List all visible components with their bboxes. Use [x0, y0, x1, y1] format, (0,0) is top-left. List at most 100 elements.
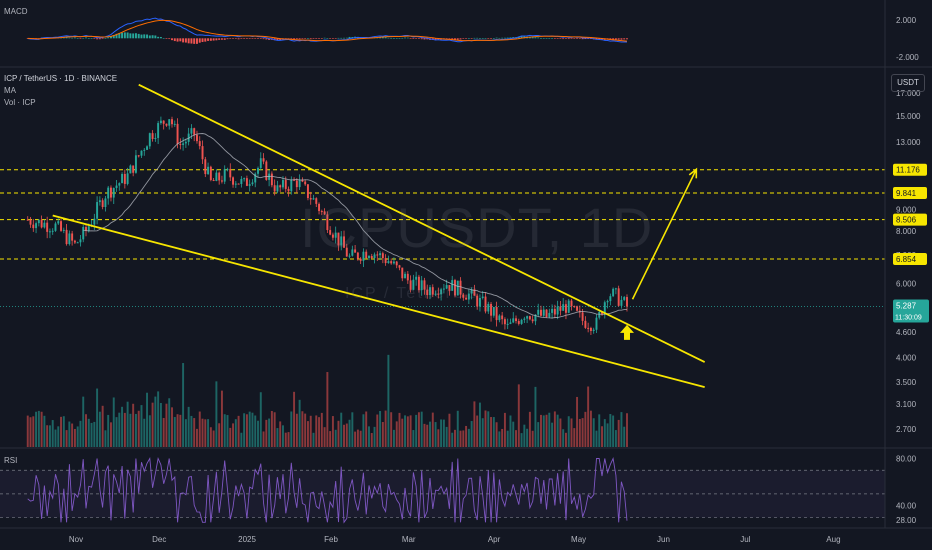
volume-bar [551, 422, 554, 447]
rsi-tick-label: 80.00 [896, 454, 917, 463]
volume-bar [93, 421, 96, 447]
candle-body [201, 146, 204, 160]
volume-bar [276, 428, 279, 447]
macd-title[interactable]: MACD [4, 7, 28, 16]
macd-histogram-bar [598, 38, 601, 40]
volume-bar [51, 420, 54, 447]
level-label-box [893, 213, 927, 226]
volume-bar [356, 429, 359, 447]
macd-histogram-bar [220, 38, 223, 40]
candle-body [184, 141, 187, 144]
candle-body [412, 279, 415, 290]
candle-body [71, 233, 74, 241]
candle-body [626, 297, 628, 307]
candle-body [512, 318, 515, 323]
candle-body [454, 280, 456, 296]
volume-bar [426, 424, 429, 447]
candle-body [262, 158, 265, 162]
macd-histogram-bar [254, 38, 257, 39]
candle-body [143, 149, 146, 151]
volume-bar [215, 381, 218, 447]
macd-histogram-bar [384, 37, 387, 39]
macd-histogram-bar [173, 38, 176, 42]
volume-bar [115, 417, 118, 447]
macd-histogram-bar [101, 38, 104, 39]
currency-button[interactable]: USDT [891, 74, 925, 92]
symbol-title[interactable]: ICP / TetherUS · 1D · BINANCE [4, 74, 118, 83]
candle-body [506, 323, 509, 325]
volume-bar [423, 423, 426, 447]
volume-bar [35, 411, 38, 447]
volume-bar [456, 410, 459, 447]
price-tick-label: 13.000 [896, 138, 921, 147]
candle-body [168, 119, 171, 126]
candle-body [431, 287, 434, 295]
volume-bar [129, 413, 132, 447]
candle-body [420, 280, 423, 291]
volume-bar [481, 418, 484, 447]
macd-histogram-bar [562, 38, 565, 40]
volume-indicator-label[interactable]: Vol · ICP [4, 98, 36, 107]
volume-bar [229, 427, 232, 447]
volume-bar [143, 418, 146, 447]
volume-bar [146, 392, 149, 447]
macd-histogram-bar [262, 38, 265, 40]
macd-histogram-bar [306, 38, 309, 39]
macd-histogram-bar [171, 38, 173, 41]
macd-histogram-bar [193, 38, 196, 44]
candle-body [459, 280, 462, 295]
candle-body [503, 319, 506, 325]
macd-histogram-bar [190, 38, 193, 44]
candle-body [254, 173, 257, 183]
macd-histogram-bar [434, 38, 437, 41]
volume-bar [542, 415, 545, 447]
volume-bar [304, 413, 307, 447]
candle-body [426, 289, 429, 296]
candle-body [26, 219, 29, 221]
candle-body [548, 312, 551, 317]
macd-histogram-bar [551, 38, 554, 39]
candle-body [76, 242, 79, 244]
volume-bar [398, 412, 401, 447]
candle-body [60, 221, 63, 231]
rsi-title[interactable]: RSI [4, 456, 18, 465]
macd-histogram-bar [470, 38, 473, 39]
volume-bar [85, 414, 87, 447]
macd-histogram-bar [589, 38, 592, 39]
macd-histogram-bar [318, 38, 321, 39]
macd-histogram-bar [553, 38, 556, 39]
macd-histogram-bar [82, 37, 85, 39]
macd-histogram-bar [612, 38, 615, 40]
candle-body [323, 211, 326, 215]
volume-bar [540, 414, 542, 447]
candle-body [528, 316, 531, 320]
candle-body [540, 309, 542, 316]
macd-histogram-bar [417, 38, 420, 39]
volume-bar [442, 419, 445, 447]
volume-bar [96, 388, 99, 447]
candle-body [43, 222, 46, 228]
price-pane[interactable] [0, 116, 885, 335]
ma-indicator-label[interactable]: MA [4, 86, 16, 95]
volume-bar [132, 403, 135, 447]
macd-histogram-bar [76, 38, 79, 39]
candle-body [437, 293, 440, 295]
macd-histogram-bar [68, 37, 71, 39]
volume-bar [459, 430, 462, 447]
volume-bar [57, 426, 60, 447]
price-tick-label: 3.500 [896, 378, 917, 387]
candle-body [54, 223, 57, 231]
candle-body [273, 185, 276, 192]
volume-bar [567, 416, 570, 447]
lower-wedge-line [52, 214, 705, 388]
volume-bar [60, 416, 63, 447]
volume-bar [268, 418, 271, 447]
volume-bar [620, 412, 623, 447]
drawings[interactable] [52, 83, 706, 388]
candle-body [171, 119, 173, 125]
candle-body [68, 233, 71, 245]
volume-bar [359, 430, 362, 447]
candle-body [276, 185, 279, 192]
candle-body [101, 200, 104, 208]
